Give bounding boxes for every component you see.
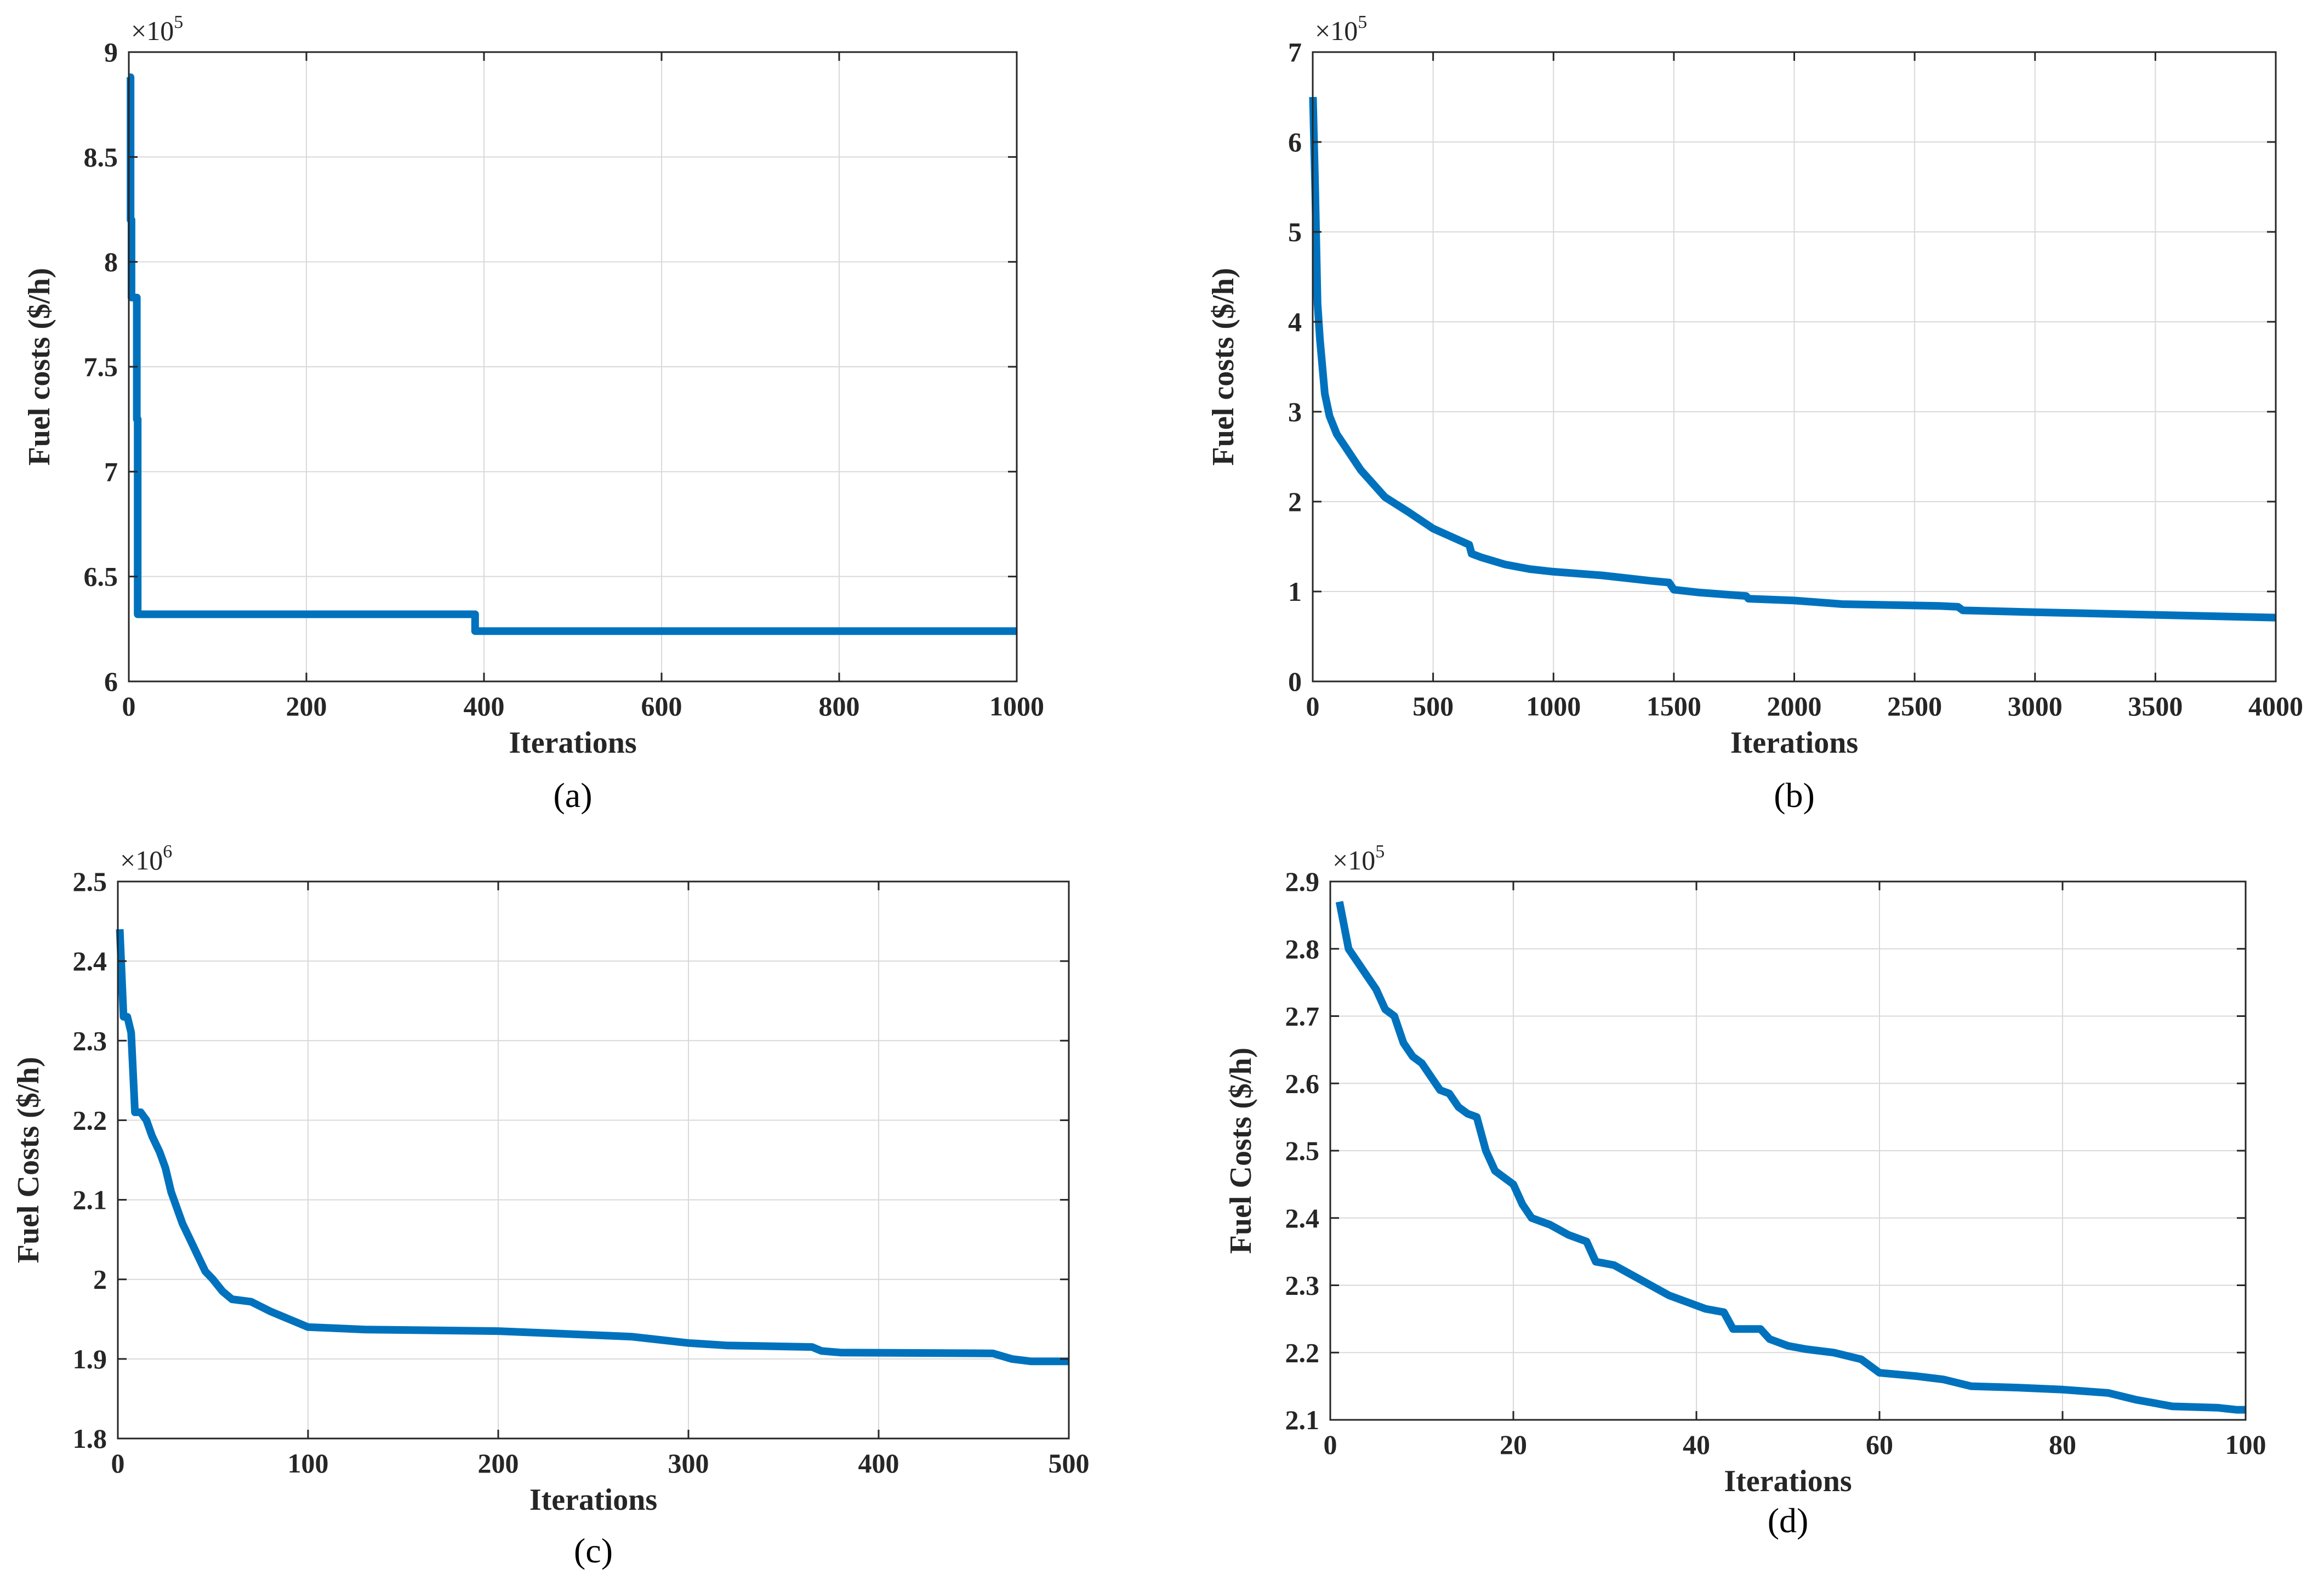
panel-c-y-axis-label: Fuel Costs ($/h) [12, 1057, 45, 1263]
panel-d-y-multiplier: ×105 [1332, 842, 1385, 875]
panel-a-caption: (a) [553, 776, 592, 815]
panel-d-y-tick-label: 2.8 [1285, 934, 1320, 964]
panel-d-x-tick-label: 100 [2225, 1429, 2266, 1460]
panel-a: 0 200 400 600 800 1000 6 6.5 7 7.5 8 8.5 9 ×105 Iterat… [22, 12, 1044, 815]
panel-d-y-axis-label: Fuel Costs ($/h) [1224, 1048, 1258, 1254]
panel-c-x-tick-label: 400 [858, 1448, 899, 1479]
panel-d-x-tick-label: 40 [1683, 1429, 1710, 1460]
panel-b-y-tick-label: 5 [1288, 217, 1302, 247]
panel-c-series-line [116, 929, 1069, 1366]
panel-c-y-tick-label: 2.3 [73, 1025, 107, 1056]
panel-c-y-multiplier-base: ×10 [120, 845, 163, 875]
panel-b-x-tick-label: 2500 [1887, 691, 1942, 721]
panel-c-y-tick-label: 1.9 [73, 1344, 107, 1374]
panel-d-caption: (d) [1768, 1501, 1809, 1540]
panel-b-y-tick-label: 6 [1288, 127, 1302, 157]
panel-b-x-tick-label: 1500 [1647, 691, 1701, 721]
panel-d-y-multiplier-exponent: 5 [1375, 842, 1385, 862]
panel-c-y-tick-label: 2.5 [73, 866, 107, 897]
panel-d-x-tick-label: 0 [1324, 1429, 1337, 1460]
panel-a-y-axis-label: Fuel costs ($/h) [22, 268, 56, 466]
panel-b-y-multiplier: ×105 [1315, 12, 1367, 46]
panel-c-y-tick-label: 1.8 [73, 1423, 107, 1454]
panel-d-y-tick-label: 2.6 [1285, 1068, 1320, 1099]
panel-b-y-tick-label: 7 [1288, 37, 1302, 67]
panel-d-x-axis-label: Iterations [1724, 1464, 1852, 1498]
panel-d-y-tick-label: 2.3 [1285, 1270, 1320, 1301]
panel-a-x-tick-label: 1000 [989, 691, 1044, 721]
panel-d-y-tick-label: 2.7 [1285, 1001, 1320, 1032]
panel-a-x-tick-label: 600 [641, 691, 682, 721]
panel-c-x-tick-label: 200 [478, 1448, 519, 1479]
panel-b-y-axis-label: Fuel costs ($/h) [1206, 268, 1240, 466]
panel-b-x-tick-label: 1000 [1526, 691, 1581, 721]
panel-c-y-tick-label: 2.1 [73, 1185, 107, 1215]
panel-d-y-tick-label: 2.1 [1285, 1405, 1320, 1435]
panel-c-x-tick-label: 100 [288, 1448, 329, 1479]
panel-a-y-tick-label: 8.5 [84, 141, 118, 172]
panel-b: 0 500 1000 1500 2000 2500 3000 3500 4000 0 1 2 3 4 5 6 7… [1206, 12, 2303, 815]
panel-c-y-multiplier-exponent: 6 [163, 842, 172, 862]
panel-a-y-tick-label: 6 [104, 666, 118, 697]
panel-d-y-tick-label: 2.2 [1285, 1337, 1320, 1368]
panel-d-y-multiplier-base: ×10 [1332, 845, 1375, 875]
panel-d-series-line [1335, 901, 2246, 1414]
panel-d: 0 20 40 60 80 100 2.1 2.2 2.3 2.4 2.5 2.6 2.7 2.8 2.9 ×… [1224, 842, 2266, 1540]
panel-a-y-tick-label: 9 [104, 37, 118, 67]
panel-a-y-tick-label: 8 [104, 247, 118, 277]
panel-a-y-tick-label: 7 [104, 456, 118, 487]
panel-c-plot-frame [117, 880, 1070, 1440]
panel-b-y-multiplier-base: ×10 [1315, 15, 1358, 46]
panel-a-y-tick-label: 6.5 [84, 561, 118, 592]
panel-b-y-tick-label: 2 [1288, 486, 1302, 517]
panel-b-series-line [1309, 96, 2276, 622]
panel-b-y-tick-label: 3 [1288, 396, 1302, 427]
panel-c-x-axis-label: Iterations [529, 1483, 657, 1517]
panel-a-series-line [127, 73, 1017, 635]
panel-b-y-multiplier-exponent: 5 [1358, 12, 1367, 32]
panel-b-x-tick-label: 3000 [2008, 691, 2063, 721]
panel-d-y-tick-label: 2.9 [1285, 866, 1320, 897]
panel-c-y-tick-label: 2 [93, 1264, 107, 1295]
panel-c: 0 100 200 300 400 500 1.8 1.9 2 2.1 2.2 2.3 2.4 2.5 ×1… [12, 842, 1090, 1570]
panel-a-y-tick-label: 7.5 [84, 351, 118, 382]
panel-b-x-tick-label: 4000 [2248, 691, 2303, 721]
panel-c-y-tick-label: 2.2 [73, 1105, 107, 1135]
panel-a-y-multiplier-base: ×10 [131, 15, 174, 46]
panel-b-caption: (b) [1774, 776, 1815, 815]
panel-a-y-multiplier-exponent: 5 [174, 12, 183, 32]
panel-c-y-multiplier: ×106 [120, 842, 172, 875]
panel-b-x-tick-label: 2000 [1767, 691, 1822, 721]
panel-d-y-tick-label: 2.4 [1285, 1203, 1320, 1233]
panel-d-x-tick-label: 60 [1866, 1429, 1893, 1460]
panel-b-x-tick-label: 0 [1306, 691, 1320, 721]
panel-b-y-tick-label: 0 [1288, 666, 1302, 697]
panel-a-x-tick-label: 400 [464, 691, 505, 721]
panel-d-y-tick-label: 2.5 [1285, 1135, 1320, 1166]
panel-b-x-tick-label: 3500 [2128, 691, 2183, 721]
panel-a-y-multiplier: ×105 [131, 12, 183, 46]
panel-c-x-tick-label: 0 [111, 1448, 125, 1479]
panel-d-x-tick-label: 80 [2049, 1429, 2076, 1460]
panel-c-x-tick-label: 300 [668, 1448, 709, 1479]
panel-d-x-tick-label: 20 [1500, 1429, 1527, 1460]
panel-c-y-tick-label: 2.4 [73, 946, 107, 976]
panel-c-caption: (c) [574, 1531, 613, 1570]
panel-a-x-tick-label: 200 [286, 691, 327, 721]
panel-b-x-tick-label: 500 [1412, 691, 1454, 721]
panel-b-y-tick-label: 1 [1288, 576, 1302, 607]
panel-a-x-axis-label: Iterations [509, 726, 636, 760]
panel-a-x-tick-label: 0 [122, 691, 136, 721]
panel-c-x-tick-label: 500 [1049, 1448, 1090, 1479]
panel-b-x-axis-label: Iterations [1730, 726, 1858, 760]
panel-b-y-tick-label: 4 [1288, 306, 1302, 337]
panel-a-x-tick-label: 800 [819, 691, 860, 721]
